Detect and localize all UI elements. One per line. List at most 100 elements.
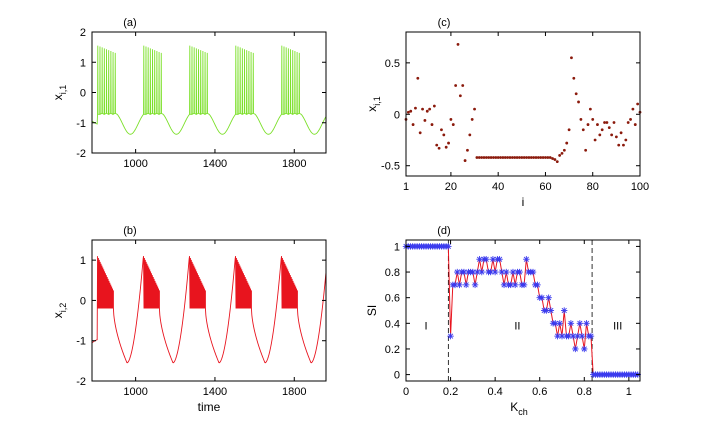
scatter-point [617,143,621,147]
scatter-point [596,123,599,126]
y-tick-label: 0 [80,295,86,307]
scatter-point [454,84,458,87]
panel-label: (d) [437,225,450,237]
scatter-point [574,92,578,96]
y-tick-label: 1 [80,57,86,69]
x-tick-label: 1000 [123,158,147,170]
scatter-point [581,128,585,132]
series-line-b [92,256,326,364]
star-marker [456,281,463,289]
scatter-point [456,42,460,46]
scatter-point [482,156,486,159]
y-axis-label-main: x [51,94,65,100]
panel-b: 1000 1400 1800 -2 -1 0 1 (b) xi,2 time [51,225,327,414]
scatter-point [506,156,510,159]
scatter-point [437,146,441,150]
y-axis-label-main: SI [365,305,379,316]
y-axis-label: xi,2 [51,303,68,319]
scatter-point [501,156,505,159]
x-axis-label-sub: ch [518,407,528,417]
scatter-point [451,123,455,126]
x-tick-label: 0.4 [487,386,502,398]
x-axis-label-main: K [510,400,518,414]
scatter-point [591,118,595,121]
panel-label: (c) [438,17,451,29]
scatter-point [461,84,465,87]
star-marker [491,268,499,276]
panel-a: 1000 1400 1800 -2 -1 0 1 2 (a) xi,1 [51,17,327,170]
star-marker [523,256,530,263]
y-tick-label: -0.5 [381,161,400,173]
y-axis-label-sub: i,2 [58,303,68,313]
scatter-point [539,156,543,159]
scatter-point [565,141,569,145]
star-marker [538,294,546,301]
scatter-point [477,156,481,159]
scatter-point [430,123,434,126]
x-axis-label: i [522,195,525,209]
scatter-point [489,156,493,159]
scatter-point [425,109,429,113]
y-axis-label: xi,1 [365,96,382,112]
x-axis-label: Kch [510,400,528,417]
x-tick-label: 1800 [282,386,306,398]
scatter-point [411,123,415,126]
scatter-point [444,145,448,149]
y-tick-label: 0 [80,88,86,100]
scatter-point [421,107,424,111]
scatter-point [570,56,573,60]
series-line-a [92,45,326,135]
scatter-point [605,121,609,124]
star-marker [478,268,485,276]
scatter-point [470,118,474,121]
star-marker [547,307,555,314]
scatter-point [536,156,540,159]
x-tick-label: 0.6 [532,386,547,398]
x-tick-label: 1400 [203,386,227,398]
star-marker [516,268,523,276]
scatter-point [553,158,557,161]
scatter-point [510,156,514,159]
y-axis-label: xi,1 [51,85,68,101]
scatter-point [588,107,592,111]
scatter-point [435,143,439,147]
star-marker [576,320,584,327]
scatter-point [532,156,536,159]
scatter-point [607,126,611,130]
scatter-point [468,133,472,137]
scatter-point [610,133,614,137]
x-tick-label: 100 [631,181,649,193]
scatter-point [409,109,413,113]
y-tick-label: 1 [394,241,400,253]
x-tick-label: 0.8 [577,386,592,398]
plot-frame-d [405,239,641,382]
scatter-point [503,156,507,159]
x-tick-label: 0 [403,386,409,398]
star-marker [561,307,568,314]
scatter-point [541,156,545,159]
region-label: III [613,321,622,333]
scatter-point [579,118,583,121]
y-tick-label: 0.5 [385,58,400,70]
y-axis-label-main: x [51,312,65,318]
scatter-point [473,107,476,111]
x-tick-label: 0.2 [443,386,458,398]
scatter-point [593,138,597,142]
region-label: II [514,321,520,333]
scatter-point [494,156,498,159]
star-marker [581,345,588,353]
scatter-point [603,121,606,124]
y-tick-label: 0.2 [385,344,400,356]
y-tick-label: 2 [80,27,86,39]
scatter-point [586,123,590,126]
y-tick-label: -2 [76,148,86,160]
y-tick-label: 0.6 [385,293,400,305]
x-axis-label: time [198,400,221,414]
scatter-point [636,102,640,106]
star-marker [534,281,541,289]
scatter-point [442,133,446,137]
star-marker [462,281,470,289]
scatter-point [534,156,538,159]
scatter-point [480,156,484,159]
plot-frame-c [405,31,641,177]
